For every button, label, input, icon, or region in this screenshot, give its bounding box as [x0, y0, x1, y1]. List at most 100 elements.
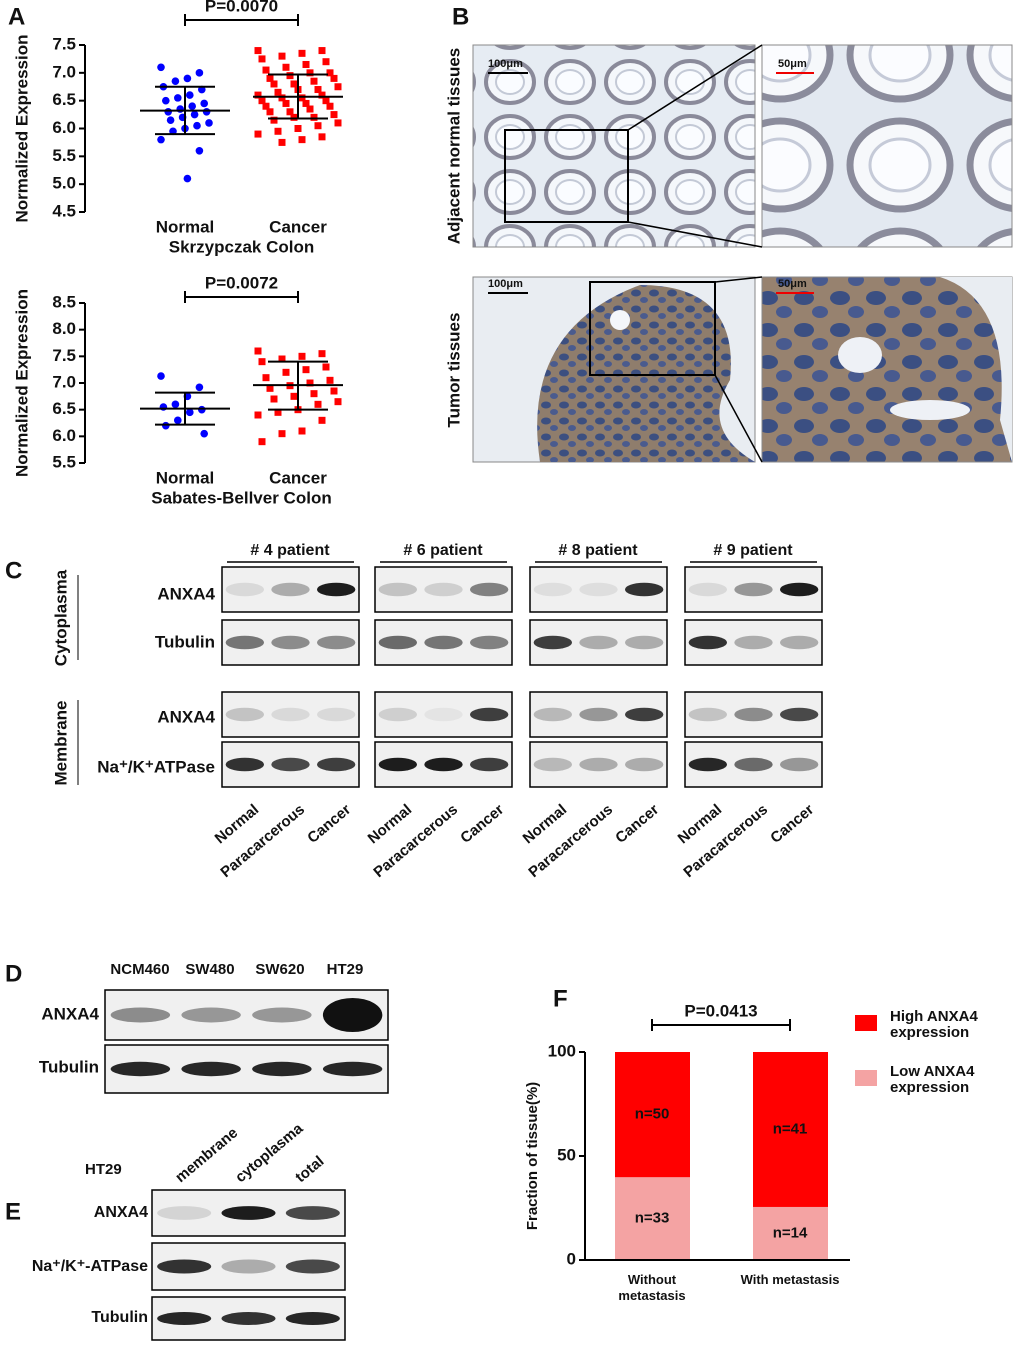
data-point [310, 113, 318, 121]
blot-band [225, 582, 265, 597]
data-point [290, 80, 298, 88]
data-point [262, 66, 270, 74]
lane-label: Cancer [767, 801, 817, 847]
data-point [266, 74, 274, 82]
data-point [183, 74, 192, 83]
segment-label: n=41 [773, 1120, 808, 1137]
data-point [302, 366, 310, 374]
blot-band [579, 707, 618, 722]
group-label: Cytoplasma [51, 569, 70, 666]
column-label: SW480 [185, 961, 234, 978]
data-point [174, 416, 182, 425]
blot-band [734, 635, 773, 650]
data-point [318, 350, 326, 358]
row-label: Tubulin [39, 1057, 99, 1076]
blot-band [285, 1206, 340, 1220]
data-point [302, 99, 310, 107]
data-point [200, 429, 208, 438]
data-point [270, 80, 278, 88]
patient-label: # 9 patient [713, 542, 793, 559]
x-tick-label: With metastasis [740, 1272, 840, 1287]
row-label: ANXA4 [157, 584, 215, 603]
data-point [318, 91, 326, 99]
blot-band [579, 582, 618, 597]
patient-label: # 4 patient [250, 542, 330, 559]
data-point [278, 355, 286, 363]
blot-band [110, 1007, 171, 1023]
panel-letter: D [5, 960, 22, 987]
y-axis-label: Normalized Expression [12, 289, 31, 477]
blot-band [624, 635, 664, 650]
data-point [302, 60, 310, 68]
data-point [266, 384, 274, 392]
data-point [183, 174, 192, 183]
blot-band [779, 582, 819, 597]
data-point [254, 130, 262, 138]
row-label: Tubulin [155, 632, 215, 651]
blot-frame [529, 741, 668, 788]
data-point [334, 119, 342, 127]
cell-line-label: HT29 [85, 1161, 122, 1178]
blot-band [225, 757, 265, 772]
y-tick-label: 100 [548, 1041, 576, 1060]
blot-band [424, 635, 463, 650]
data-point [171, 77, 180, 85]
bar-segment [615, 1177, 690, 1260]
panel-letter: E [5, 1198, 21, 1225]
y-tick-label: 7.0 [52, 62, 76, 81]
lane-label: Paracarcerous [370, 801, 461, 881]
data-point [274, 408, 282, 416]
blot-band [221, 1206, 276, 1220]
data-point [326, 376, 334, 384]
x-tick-label: Normal [156, 468, 215, 487]
segment-label: n=50 [635, 1106, 670, 1123]
patient-label: # 6 patient [403, 542, 483, 559]
blot-band [181, 1061, 241, 1077]
lane-label: Paracarcerous [680, 801, 771, 881]
blot-band [533, 582, 573, 597]
data-point [310, 390, 318, 398]
data-point [330, 387, 338, 395]
lane-label: Paracarcerous [525, 801, 616, 881]
data-point [186, 408, 194, 417]
data-point [322, 58, 330, 66]
data-point [326, 69, 334, 77]
lane-label: Cancer [457, 801, 507, 847]
data-point [278, 430, 286, 438]
zoom-box [504, 129, 629, 223]
y-tick-label: 8.0 [52, 319, 76, 338]
data-point [262, 374, 270, 382]
x-tick-label: Normal [156, 217, 215, 236]
data-point [278, 138, 286, 146]
blot-band [225, 707, 265, 722]
scale-label: 100μm [488, 58, 523, 70]
blot-band [271, 757, 310, 772]
data-point [306, 105, 314, 113]
scale-label: 50μm [778, 278, 807, 290]
data-point [322, 97, 330, 105]
row-label: Na⁺/K⁺ATPase [97, 757, 215, 776]
data-point [193, 121, 201, 130]
patient-label: # 8 patient [558, 542, 638, 559]
legend-swatch [855, 1070, 877, 1086]
group-label: Membrane [51, 700, 70, 785]
data-point [258, 97, 266, 105]
data-point [330, 111, 338, 119]
blot-band [779, 757, 819, 772]
blot-band [624, 757, 664, 772]
blot-band [157, 1259, 212, 1274]
blot-band [157, 1206, 212, 1220]
data-point [188, 102, 196, 111]
blot-band [316, 707, 356, 722]
lumen [838, 337, 882, 373]
blot-band [779, 707, 819, 722]
blot-band [688, 635, 728, 650]
data-point [157, 135, 165, 144]
data-point [298, 427, 306, 435]
y-tick-label: 7.5 [52, 346, 76, 365]
blot-band [734, 757, 773, 772]
data-point [166, 116, 175, 124]
zoom-line [714, 276, 763, 283]
